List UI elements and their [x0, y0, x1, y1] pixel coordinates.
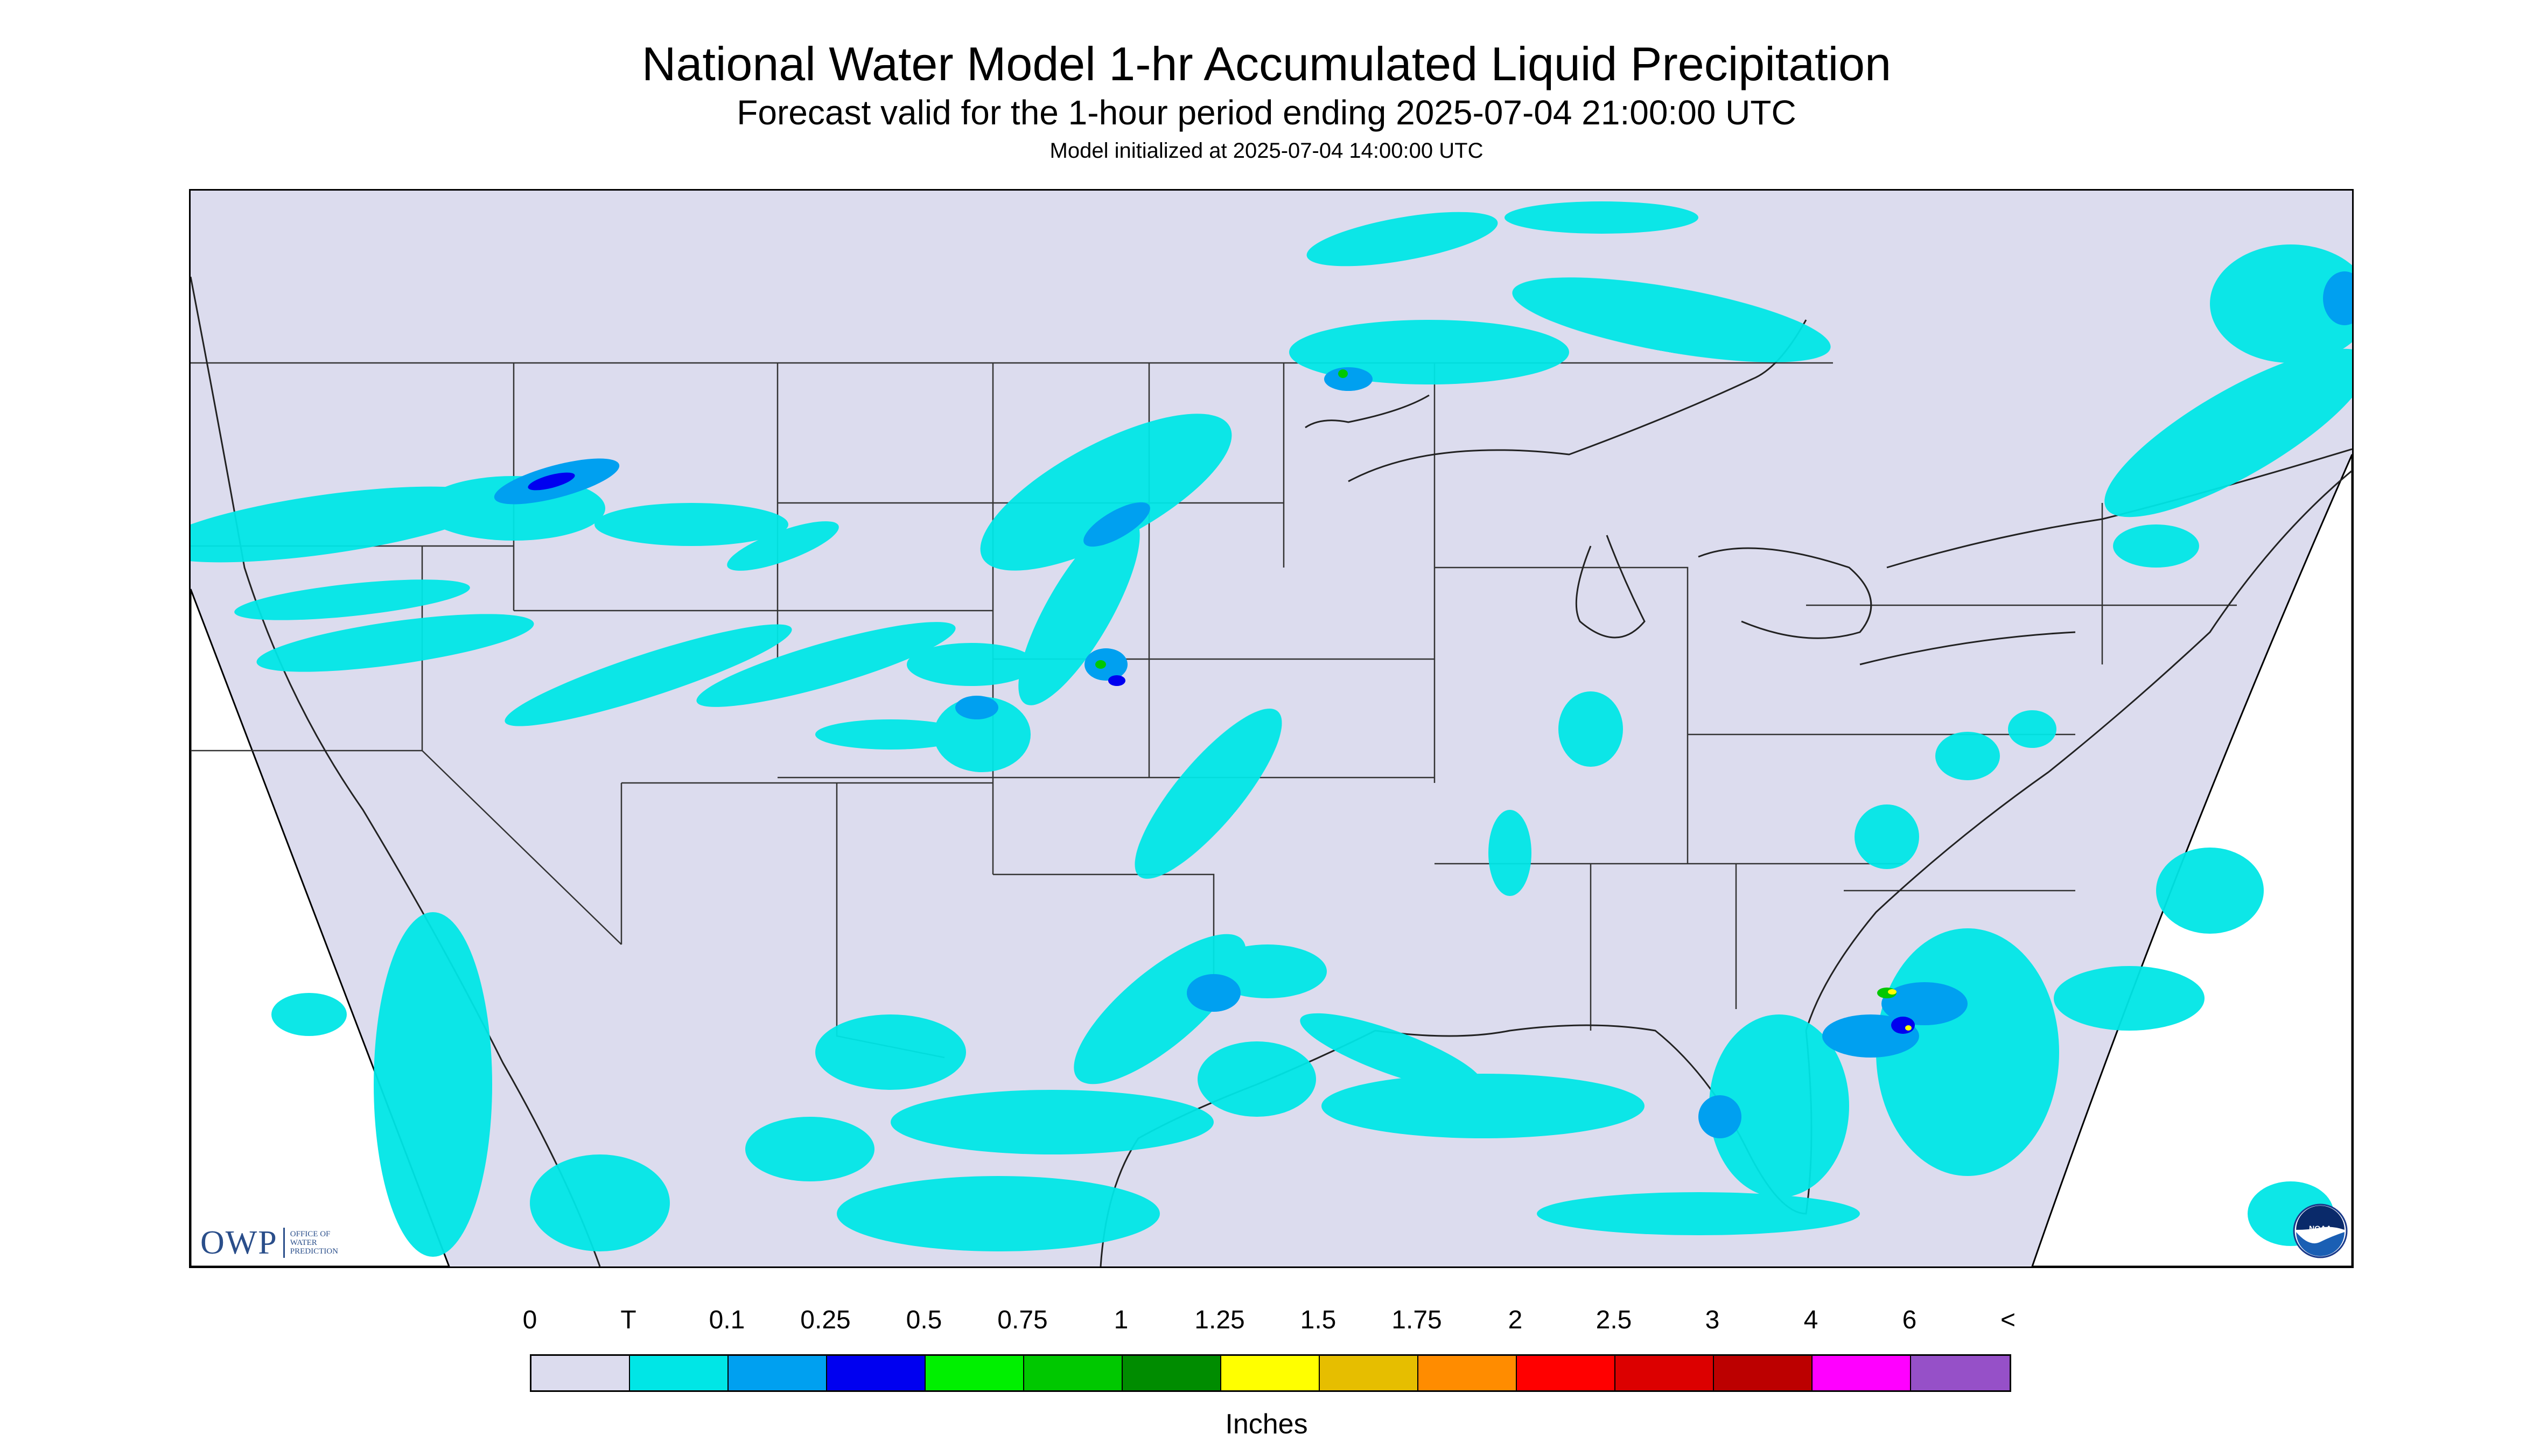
legend-swatch [1418, 1356, 1517, 1390]
legend-tick-label: 0.75 [997, 1306, 1048, 1334]
map-subtitle: Forecast valid for the 1-hour period end… [737, 93, 1796, 132]
owp-logo-line: PREDICTION [290, 1247, 338, 1256]
model-init-line: Model initialized at 2025-07-04 14:00:00… [1049, 139, 1484, 163]
legend-swatch [729, 1356, 827, 1390]
precip-extreme [1888, 989, 1912, 1031]
owp-logo: OWP OFFICE OF WATER PREDICTION [200, 1224, 338, 1261]
legend-tick-label: 0.5 [906, 1306, 942, 1334]
legend-labels: 0 T 0.1 0.25 0.5 0.75 1 1.25 1.5 1.75 2 2.5 3 4 6 < [0, 1305, 2533, 1343]
legend-swatch [827, 1356, 926, 1390]
owp-logo-separator [283, 1228, 285, 1258]
legend-units: Inches [1225, 1409, 1308, 1440]
legend-tick-label: 2.5 [1596, 1306, 1632, 1334]
owp-logo-line: OFFICE OF [290, 1230, 331, 1238]
legend-swatch [1517, 1356, 1615, 1390]
owp-logo-text: OFFICE OF WATER PREDICTION [290, 1230, 338, 1256]
noaa-logo-icon: NOAA [2293, 1203, 2348, 1258]
legend-tick-label: T [620, 1306, 636, 1334]
legend-tick-label: 4 [1803, 1306, 1818, 1334]
legend-tick-label: 1.25 [1194, 1306, 1245, 1334]
legend-swatch [531, 1356, 630, 1390]
svg-text:NOAA: NOAA [2309, 1224, 2332, 1233]
legend-swatch [1024, 1356, 1123, 1390]
legend-tick-label: 0.1 [709, 1306, 745, 1334]
legend-swatch [1615, 1356, 1714, 1390]
legend-swatch [1221, 1356, 1320, 1390]
legend-tick-label: 3 [1705, 1306, 1720, 1334]
legend-tick-label: 1.5 [1300, 1306, 1337, 1334]
owp-logo-letters: OWP [200, 1224, 278, 1261]
legend-swatch [1714, 1356, 1813, 1390]
map-canvas [191, 201, 2352, 1266]
legend-color-bar [530, 1354, 2011, 1392]
map-title: National Water Model 1-hr Accumulated Li… [641, 37, 1892, 90]
legend-tick-label: 6 [1902, 1306, 1917, 1334]
legend-swatch [1911, 1356, 2010, 1390]
legend-tick-label: 1.75 [1391, 1306, 1442, 1334]
legend-tick-label: < [2000, 1306, 2016, 1334]
precip-trace [191, 201, 2352, 1257]
legend-tick-label: 0.25 [800, 1306, 851, 1334]
legend-tick-label: 0 [522, 1306, 537, 1334]
legend-swatch [1123, 1356, 1221, 1390]
owp-logo-line: WATER [290, 1238, 317, 1247]
legend-tick-label: 2 [1508, 1306, 1523, 1334]
legend-swatch [1320, 1356, 1418, 1390]
legend-swatch [1813, 1356, 1911, 1390]
precipitation-map [189, 189, 2354, 1268]
legend-swatch [926, 1356, 1024, 1390]
legend-tick-label: 1 [1114, 1306, 1129, 1334]
legend-swatch [630, 1356, 729, 1390]
